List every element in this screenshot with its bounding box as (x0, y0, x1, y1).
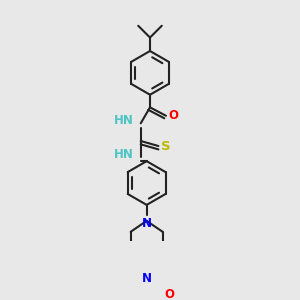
Text: HN: HN (114, 114, 134, 127)
Text: O: O (168, 109, 178, 122)
Text: S: S (161, 140, 171, 153)
Text: O: O (165, 287, 175, 300)
Text: N: N (142, 272, 152, 285)
Text: HN: HN (114, 148, 134, 161)
Text: N: N (142, 217, 152, 230)
